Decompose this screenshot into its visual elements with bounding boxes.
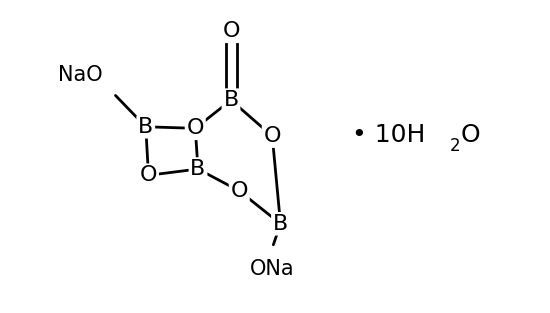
Text: B: B (190, 159, 206, 179)
Text: O: O (230, 181, 248, 201)
Text: B: B (223, 90, 239, 110)
Text: B: B (273, 214, 288, 234)
Text: B: B (138, 117, 153, 137)
Text: O: O (186, 118, 204, 138)
Text: • 10H: • 10H (352, 123, 425, 146)
Text: O: O (263, 126, 281, 146)
Text: 2: 2 (450, 137, 460, 156)
Text: O: O (140, 165, 157, 185)
Text: O: O (461, 123, 481, 146)
Text: O: O (222, 21, 240, 41)
Text: NaO: NaO (58, 65, 102, 85)
Text: ONa: ONa (250, 259, 295, 279)
